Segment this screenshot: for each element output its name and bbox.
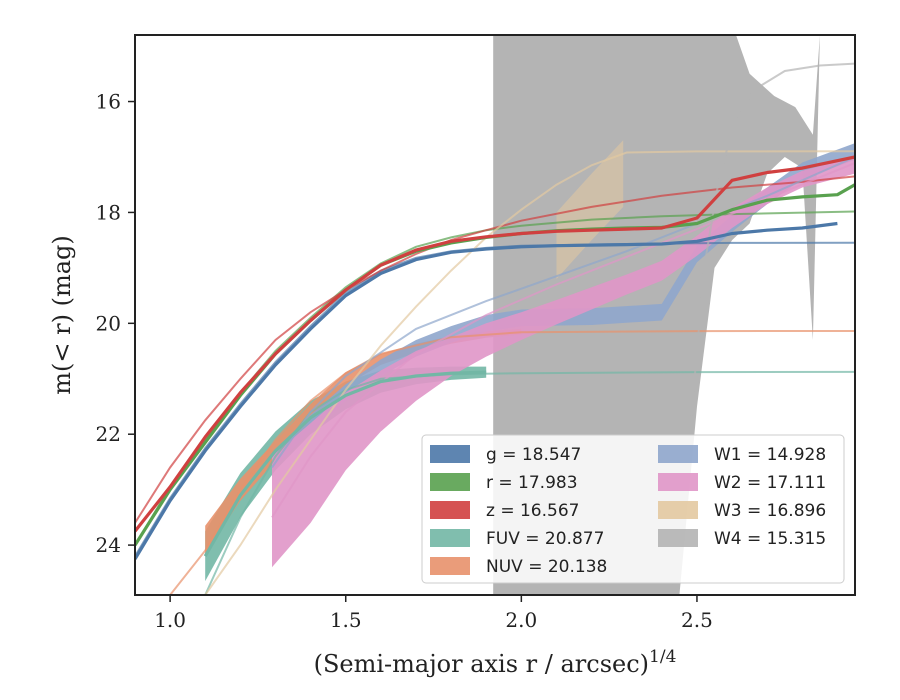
legend: g = 18.547 r = 17.983 z = 16.567 FUV = 20.8… bbox=[421, 434, 845, 584]
legend-swatch-W1 bbox=[658, 445, 698, 463]
legend-entry-g: g = 18.547 bbox=[486, 445, 581, 465]
x-tick-label: 2.5 bbox=[681, 608, 713, 632]
x-tick-label: 1.5 bbox=[330, 608, 362, 632]
legend-entry-z: z = 16.567 bbox=[486, 501, 579, 521]
legend-swatch-FUV bbox=[430, 529, 470, 547]
legend-swatch-r bbox=[430, 473, 470, 491]
x-tick-label: 1.0 bbox=[154, 608, 186, 632]
y-tick-label: 18 bbox=[96, 200, 121, 224]
series-z-profile bbox=[135, 155, 855, 533]
legend-entry-W1: W1 = 14.928 bbox=[714, 445, 826, 465]
series-W2-asymptote bbox=[271, 162, 855, 518]
legend-swatch-W3 bbox=[658, 501, 698, 519]
legend-frame bbox=[421, 434, 845, 584]
y-tick-label: 16 bbox=[96, 90, 121, 114]
legend-entry-r: r = 17.983 bbox=[486, 473, 578, 493]
plot-frame bbox=[134, 34, 856, 596]
series-z-asymptote bbox=[135, 175, 855, 524]
legend-swatch-g bbox=[430, 445, 470, 463]
legend-entry-W4: W4 = 15.315 bbox=[714, 529, 826, 549]
legend-swatch-NUV bbox=[430, 557, 470, 575]
series-g-profile bbox=[135, 221, 838, 560]
y-tick-label: 24 bbox=[96, 533, 121, 557]
x-tick-label: 2.0 bbox=[505, 608, 537, 632]
series-NUV-asymptote bbox=[169, 330, 855, 595]
legend-entry-NUV: NUV = 20.138 bbox=[486, 557, 607, 577]
y-tick-label: 22 bbox=[96, 422, 121, 446]
legend-swatch-W2 bbox=[658, 473, 698, 491]
legend-entry-W3: W3 = 16.896 bbox=[714, 501, 826, 521]
series-W3-asymptote bbox=[204, 150, 855, 595]
legend-swatch-W4 bbox=[658, 529, 698, 547]
x-axis-label: (Semi-major axis r / arcsec)1/4 bbox=[314, 647, 677, 678]
series-FUV-profile bbox=[203, 370, 487, 557]
axes-ticks: 1.0 1.5 2.0 2.5 16 18 20 22 24 bbox=[96, 90, 713, 632]
y-tick-label: 20 bbox=[96, 311, 121, 335]
legend-swatch-z bbox=[430, 501, 470, 519]
legend-entry-FUV: FUV = 20.877 bbox=[486, 529, 604, 549]
y-axis-label: m(< r) (mag) bbox=[48, 235, 76, 394]
series-W4-asymptote bbox=[671, 62, 855, 595]
series-FUV-asymptote bbox=[204, 370, 855, 595]
legend-entry-W2: W2 = 17.111 bbox=[714, 473, 826, 493]
